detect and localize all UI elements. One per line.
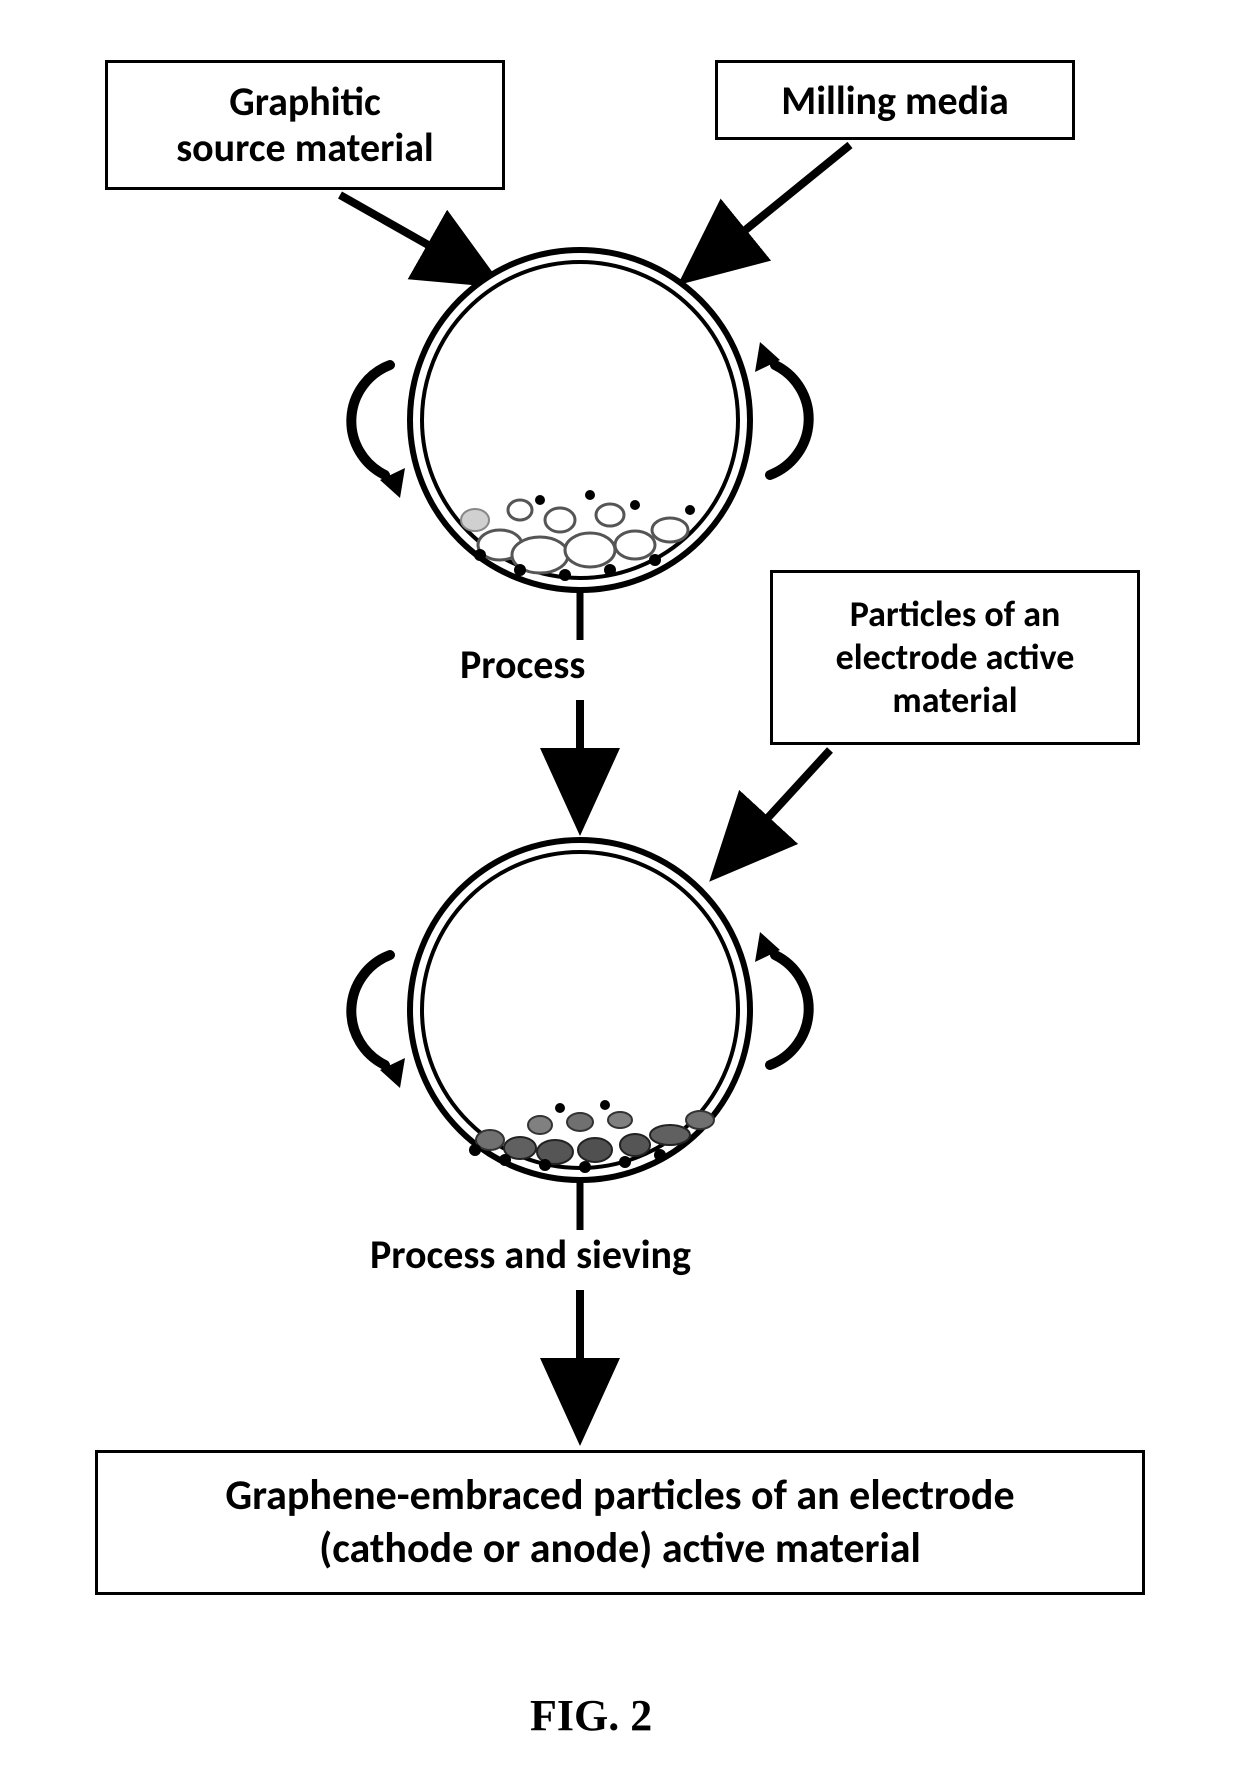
mill-circle-1-inner [422,262,738,578]
particles-circle-1 [461,490,695,581]
mill-circle-2-inner [422,852,738,1168]
input-milling-box: Milling media [715,60,1075,140]
rotation-arc-2-left [351,955,390,1065]
mill-circle-1-outer [410,250,750,590]
particles-circle-2 [469,1100,714,1173]
side-particles-box: Particles of an electrode active materia… [770,570,1140,745]
rotation-arc-1-right [770,365,809,475]
mill-circle-2-outer [410,840,750,1180]
output-box: Graphene-embraced particles of an electr… [95,1450,1145,1595]
input-graphitic-box: Graphitic source material [105,60,505,190]
arrow-left-input [340,195,490,280]
figure-label: FIG. 2 [530,1690,652,1741]
rotation-arc-2-right [770,955,809,1065]
rotation-arc-1-left [351,365,390,475]
process1-label: Process [460,640,585,689]
arrow-right-input [690,145,850,275]
arrow-side-box [720,750,830,870]
process2-label: Process and sieving [370,1230,691,1279]
